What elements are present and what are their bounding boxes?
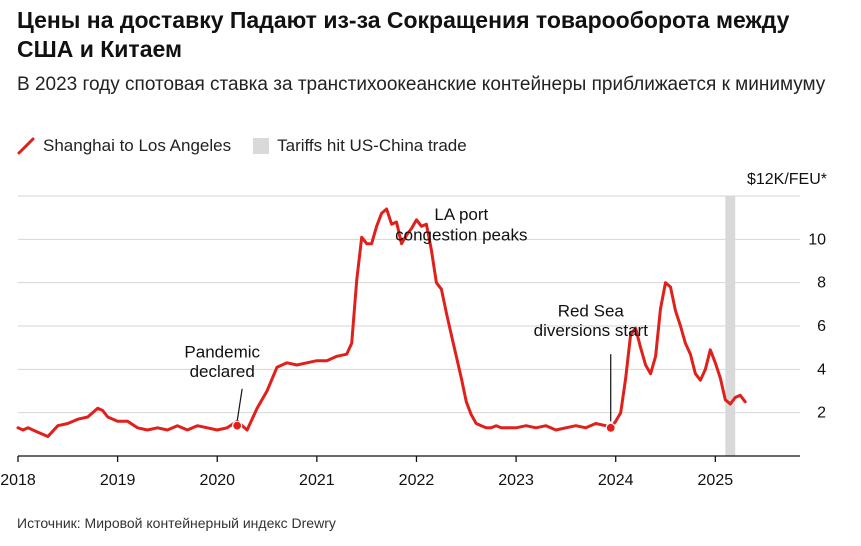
x-tick-label: 2022 xyxy=(399,472,435,489)
pandemic-leader xyxy=(236,388,243,422)
x-tick-label: 2024 xyxy=(598,472,634,489)
annotation-text: congestion peaks xyxy=(395,225,527,244)
annotation-text: diversions start xyxy=(534,321,649,340)
y-tick-label: 4 xyxy=(817,361,826,378)
y-tick-label: 6 xyxy=(817,318,826,335)
red-line-icon xyxy=(17,137,35,155)
annotation-text: declared xyxy=(190,362,255,381)
annotation-text: LA port xyxy=(434,205,488,224)
red-sea-marker xyxy=(605,422,616,433)
legend-line-label: Shanghai to Los Angeles xyxy=(43,136,232,155)
gray-box-icon xyxy=(253,138,270,154)
annotation-text: Pandemic xyxy=(184,342,260,361)
legend-item-band: Tariffs hit US-China trade xyxy=(253,136,467,156)
legend: Shanghai to Los Angeles Tariffs hit US-C… xyxy=(17,134,489,158)
x-tick-label: 2021 xyxy=(299,472,335,489)
annotation-text: Red Sea xyxy=(558,301,625,320)
x-tick-label: 2019 xyxy=(100,472,136,489)
tariff-band xyxy=(725,196,736,456)
source-note: Источник: Мировой контейнерный индекс Dr… xyxy=(17,515,336,531)
chart-title: Цены на доставку Падают из-за Сокращения… xyxy=(17,7,790,62)
x-tick-label: 2023 xyxy=(498,472,534,489)
legend-band-label: Tariffs hit US-China trade xyxy=(277,136,467,155)
y-unit-label: $12K/FEU* xyxy=(747,171,827,188)
legend-item-line: Shanghai to Los Angeles xyxy=(17,136,231,156)
pandemic-marker xyxy=(232,420,243,431)
y-tick-label: 8 xyxy=(817,275,826,292)
chart-subtitle: В 2023 году спотовая ставка за транстихо… xyxy=(17,74,826,95)
y-tick-label: 10 xyxy=(808,231,826,248)
x-tick-label: 2025 xyxy=(698,472,734,489)
series-line-shanghai-la xyxy=(16,207,747,438)
x-tick-label: 2020 xyxy=(199,472,235,489)
x-tick-label: 2018 xyxy=(0,472,36,489)
y-tick-label: 2 xyxy=(817,405,826,422)
